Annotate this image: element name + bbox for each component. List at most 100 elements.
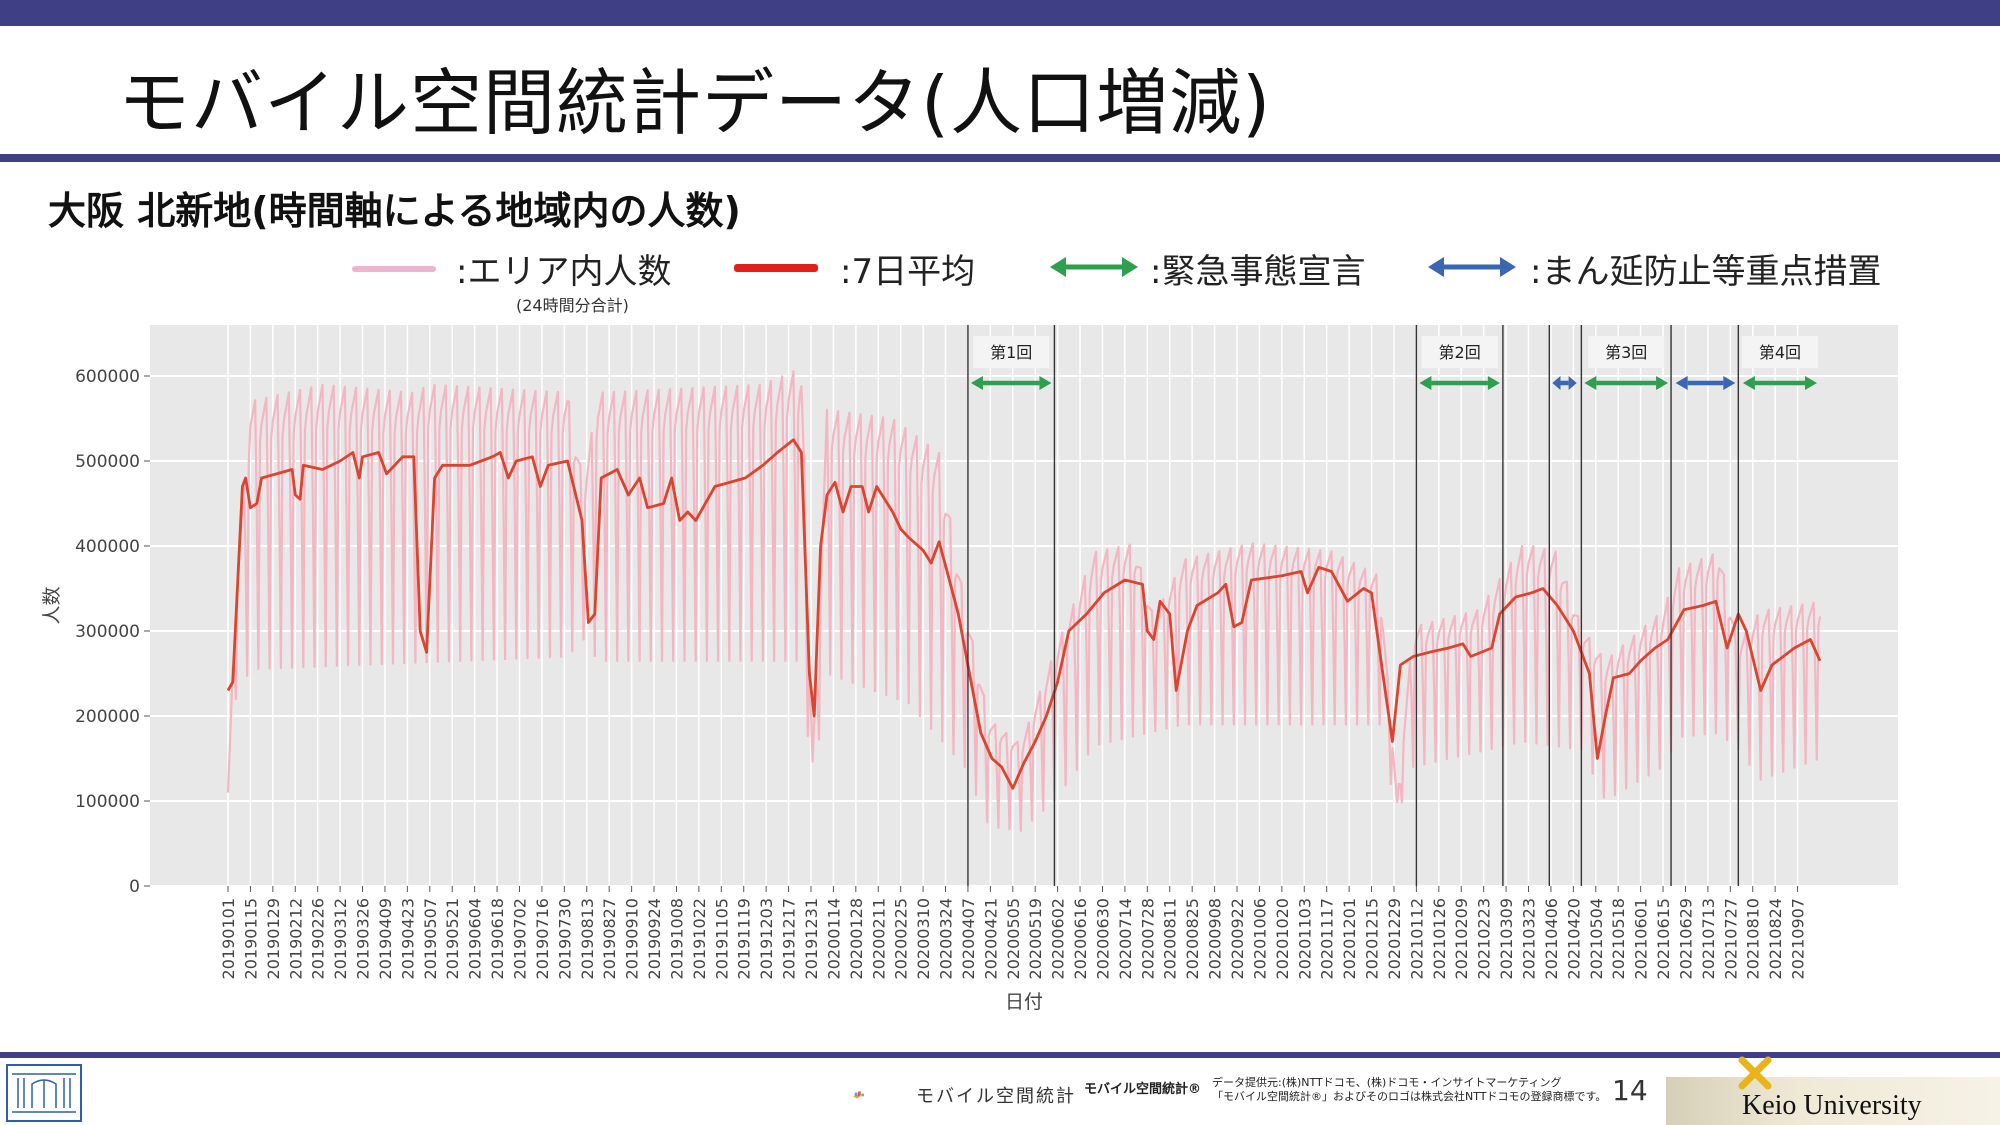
chart-subtitle: 大阪 北新地(時間軸による地域内の人数) (48, 189, 741, 233)
x-tick-label: 20210323 (1520, 898, 1539, 979)
page-number: 14 (1612, 1074, 1648, 1107)
x-tick-label: 20201229 (1385, 898, 1404, 979)
x-tick-label: 20201103 (1295, 898, 1314, 979)
x-tick-label: 20190212 (286, 898, 305, 979)
x-tick-label: 20190716 (533, 898, 552, 979)
x-tick-label: 20190129 (264, 898, 283, 979)
x-tick-label: 20191105 (712, 898, 731, 979)
x-tick-label: 20190507 (421, 898, 440, 979)
y-tick-label: 0 (129, 877, 140, 897)
x-tick-label: 20191022 (690, 898, 709, 979)
x-tick-label: 20200616 (1071, 898, 1090, 979)
legend-emergency-label: :緊急事態宣言 (1150, 252, 1366, 292)
priority-period-arrow-icon (1675, 376, 1736, 390)
footer-credit-line1: データ提供元:(株)NTTドコモ、(株)ドコモ・インサイトマーケティング (1212, 1076, 1562, 1089)
x-tick-label: 20210824 (1766, 898, 1785, 979)
seven-day-average-series-line (226, 438, 1822, 790)
x-tick-label: 20190115 (241, 898, 260, 979)
footer-credit: データ提供元:(株)NTTドコモ、(株)ドコモ・インサイトマーケティング 「モバ… (1212, 1076, 1606, 1104)
period-label-box (1741, 336, 1818, 368)
x-tick-label: 20210601 (1632, 898, 1651, 979)
period-label: 第3回 (1605, 343, 1647, 362)
x-tick-label: 20200922 (1228, 898, 1247, 979)
x-tick-label: 20190409 (376, 898, 395, 979)
y-axis-label: 人数 (41, 586, 63, 624)
x-tick-label: 20210504 (1587, 898, 1606, 979)
x-tick-label: 20190910 (623, 898, 642, 979)
university-name: Keio University (1742, 1090, 1922, 1121)
legend-area-note: (24時間分合計) (516, 296, 629, 315)
x-tick-label: 20210907 (1789, 898, 1808, 979)
x-tick-label: 20200128 (847, 898, 866, 979)
x-tick-label: 20200519 (1026, 898, 1045, 979)
x-tick-label: 20210810 (1744, 898, 1763, 979)
x-tick-label: 20190827 (600, 898, 619, 979)
x-tick-label: 20201201 (1340, 898, 1359, 979)
x-tick-label: 20191217 (780, 898, 799, 979)
x-tick-label: 20200714 (1116, 898, 1135, 979)
period-label: 第1回 (990, 343, 1032, 362)
x-tick-label: 20190423 (398, 898, 417, 979)
emergency-period-arrow-icon (970, 376, 1052, 390)
x-tick-label: 20200114 (824, 898, 843, 979)
x-tick-label: 20200908 (1206, 898, 1225, 979)
y-tick-label: 200000 (75, 707, 140, 727)
keio-pen-emblem-icon (1738, 1056, 1772, 1090)
x-tick-label: 20210518 (1609, 898, 1628, 979)
institution-logo-icon (6, 1064, 82, 1122)
x-tick-label: 20191008 (667, 898, 686, 979)
emergency-period-arrow-icon (1742, 376, 1817, 390)
legend-area-label: :エリア内人数 (456, 252, 672, 292)
y-tick-label: 300000 (75, 622, 140, 642)
x-tick-label: 20210112 (1407, 898, 1426, 979)
period-label-box (1421, 336, 1498, 368)
x-tick-label: 20201020 (1273, 898, 1292, 979)
x-tick-label: 20190326 (354, 898, 373, 979)
x-tick-label: 20191203 (757, 898, 776, 979)
emergency-period-arrow-icon (1419, 376, 1500, 390)
x-tick-label: 20201117 (1318, 898, 1337, 979)
period-label-box (1588, 336, 1665, 368)
x-tick-label: 20210406 (1542, 898, 1561, 979)
x-tick-label: 20191231 (802, 898, 821, 979)
x-tick-label: 20190604 (466, 898, 485, 979)
footer-credit-line2: 「モバイル空間統計®」およびそのロゴは株式会社NTTドコモの登録商標です。 (1212, 1090, 1607, 1103)
x-tick-label: 20190924 (645, 898, 664, 979)
footer-divider (0, 1052, 2000, 1058)
x-tick-label: 20210126 (1430, 898, 1449, 979)
x-tick-label: 20200211 (869, 898, 888, 979)
legend-priority-label: :まん延防止等重点措置 (1530, 252, 1882, 292)
x-tick-label: 20190618 (488, 898, 507, 979)
x-tick-label: 20210713 (1699, 898, 1718, 979)
y-tick-label: 500000 (75, 452, 140, 472)
x-tick-label: 20201215 (1363, 898, 1382, 979)
university-banner (1666, 1077, 2000, 1125)
legend-avg-label: :7日平均 (840, 252, 976, 292)
x-tick-label: 20200602 (1049, 898, 1068, 979)
x-tick-label: 20200728 (1138, 898, 1157, 979)
x-tick-label: 20190312 (331, 898, 350, 979)
x-tick-label: 20210223 (1475, 898, 1494, 979)
footer-registered-mark: モバイル空間統計® (1084, 1082, 1202, 1097)
x-tick-label: 20210420 (1564, 898, 1583, 979)
priority-period-arrow-icon (1552, 376, 1577, 390)
y-tick-label: 600000 (75, 367, 140, 387)
legend-priority-arrow-icon (1428, 257, 1516, 277)
period-label: 第4回 (1759, 343, 1801, 362)
y-tick-label: 400000 (75, 537, 140, 557)
x-tick-label: 20200825 (1183, 898, 1202, 979)
y-tick-label: 100000 (75, 792, 140, 812)
top-bar (0, 0, 2000, 26)
x-tick-label: 20200324 (937, 898, 956, 979)
x-tick-label: 20191119 (735, 898, 754, 979)
x-tick-label: 20200630 (1093, 898, 1112, 979)
x-tick-label: 20190813 (578, 898, 597, 979)
footer-brand-text: モバイル空間統計 (916, 1086, 1076, 1107)
x-tick-label: 20210727 (1721, 898, 1740, 979)
x-tick-label: 20190702 (510, 898, 529, 979)
legend-area-swatch (352, 266, 436, 272)
x-tick-label: 20210629 (1676, 898, 1695, 979)
x-tick-label: 20190226 (309, 898, 328, 979)
period-label-box (973, 336, 1050, 368)
x-axis-label: 日付 (1005, 991, 1043, 1013)
